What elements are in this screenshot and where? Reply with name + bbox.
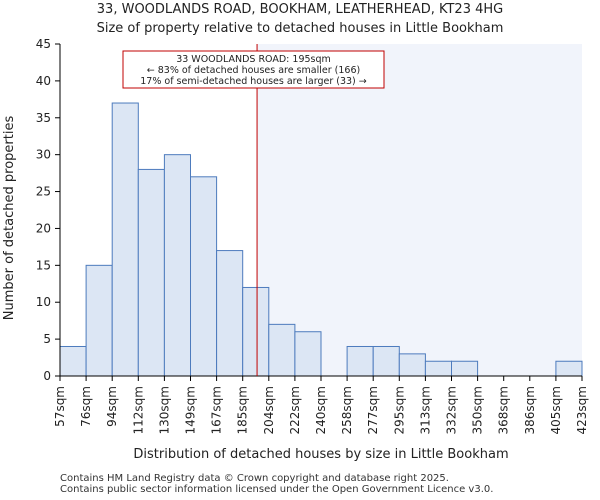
bar-204sqm	[268, 323, 296, 377]
x-tick-label: 277sqm	[366, 386, 380, 434]
x-tick-label: 167sqm	[210, 386, 224, 434]
bar-149sqm	[190, 176, 218, 377]
bar-332sqm	[451, 360, 479, 377]
y-tick-label: 5	[43, 332, 51, 346]
bar-258sqm	[346, 345, 374, 377]
x-tick-label: 332sqm	[445, 386, 459, 434]
x-tick-label: 185sqm	[236, 386, 250, 434]
bar-405sqm	[555, 360, 583, 377]
bar-222sqm	[294, 331, 322, 377]
x-tick-label: 423sqm	[575, 386, 589, 434]
y-tick-label: 45	[36, 37, 51, 51]
footer-line-1: Contains HM Land Registry data © Crown c…	[60, 473, 449, 484]
chart-title-line-1: 33, WOODLANDS ROAD, BOOKHAM, LEATHERHEAD…	[96, 2, 504, 17]
y-axis-title: Number of detached properties	[2, 116, 17, 321]
x-tick-label: 112sqm	[131, 386, 145, 434]
bar-76sqm	[85, 264, 113, 377]
bar-313sqm	[424, 360, 452, 377]
x-tick-label: 240sqm	[314, 386, 328, 434]
y-tick-label: 10	[36, 295, 51, 309]
y-tick-label: 35	[36, 111, 51, 125]
bar-185sqm	[242, 286, 270, 377]
bar-130sqm	[163, 154, 191, 377]
bar-112sqm	[137, 168, 165, 377]
x-tick-label: 386sqm	[523, 386, 537, 434]
chart-title-line-2: Size of property relative to detached ho…	[96, 21, 504, 36]
highlight-region	[257, 44, 582, 376]
bar-295sqm	[398, 353, 426, 377]
bar-57sqm	[59, 345, 87, 377]
x-tick-label: 313sqm	[418, 386, 432, 434]
y-tick-label: 20	[36, 221, 51, 235]
annotation-line-1: 33 WOODLANDS ROAD: 195sqm	[176, 54, 331, 65]
y-tick-label: 40	[36, 74, 51, 88]
x-tick-label: 149sqm	[184, 386, 198, 434]
y-tick-label: 15	[36, 258, 51, 272]
bar-94sqm	[111, 102, 139, 377]
x-tick-label: 204sqm	[262, 386, 276, 434]
x-tick-label: 405sqm	[549, 386, 563, 434]
x-axis-title: Distribution of detached houses by size …	[133, 447, 508, 462]
x-tick-label: 368sqm	[497, 386, 511, 434]
x-tick-label: 57sqm	[53, 386, 67, 427]
y-tick-label: 0	[43, 369, 51, 383]
bar-167sqm	[216, 250, 244, 377]
x-tick-label: 295sqm	[392, 386, 406, 434]
x-tick-label: 130sqm	[157, 386, 171, 434]
x-tick-label: 94sqm	[105, 386, 119, 427]
x-tick-label: 258sqm	[340, 386, 354, 434]
footer-line-2: Contains public sector information licen…	[60, 484, 494, 495]
y-tick-label: 30	[36, 148, 51, 162]
x-tick-label: 76sqm	[79, 386, 93, 427]
annotation-box	[122, 50, 385, 89]
x-tick-label: 350sqm	[471, 386, 485, 434]
y-tick-label: 25	[36, 185, 51, 199]
bar-277sqm	[372, 345, 400, 377]
annotation-line-2: ← 83% of detached houses are smaller (16…	[147, 65, 360, 76]
annotation-line-3: 17% of semi-detached houses are larger (…	[140, 76, 367, 87]
x-tick-label: 222sqm	[288, 386, 302, 434]
